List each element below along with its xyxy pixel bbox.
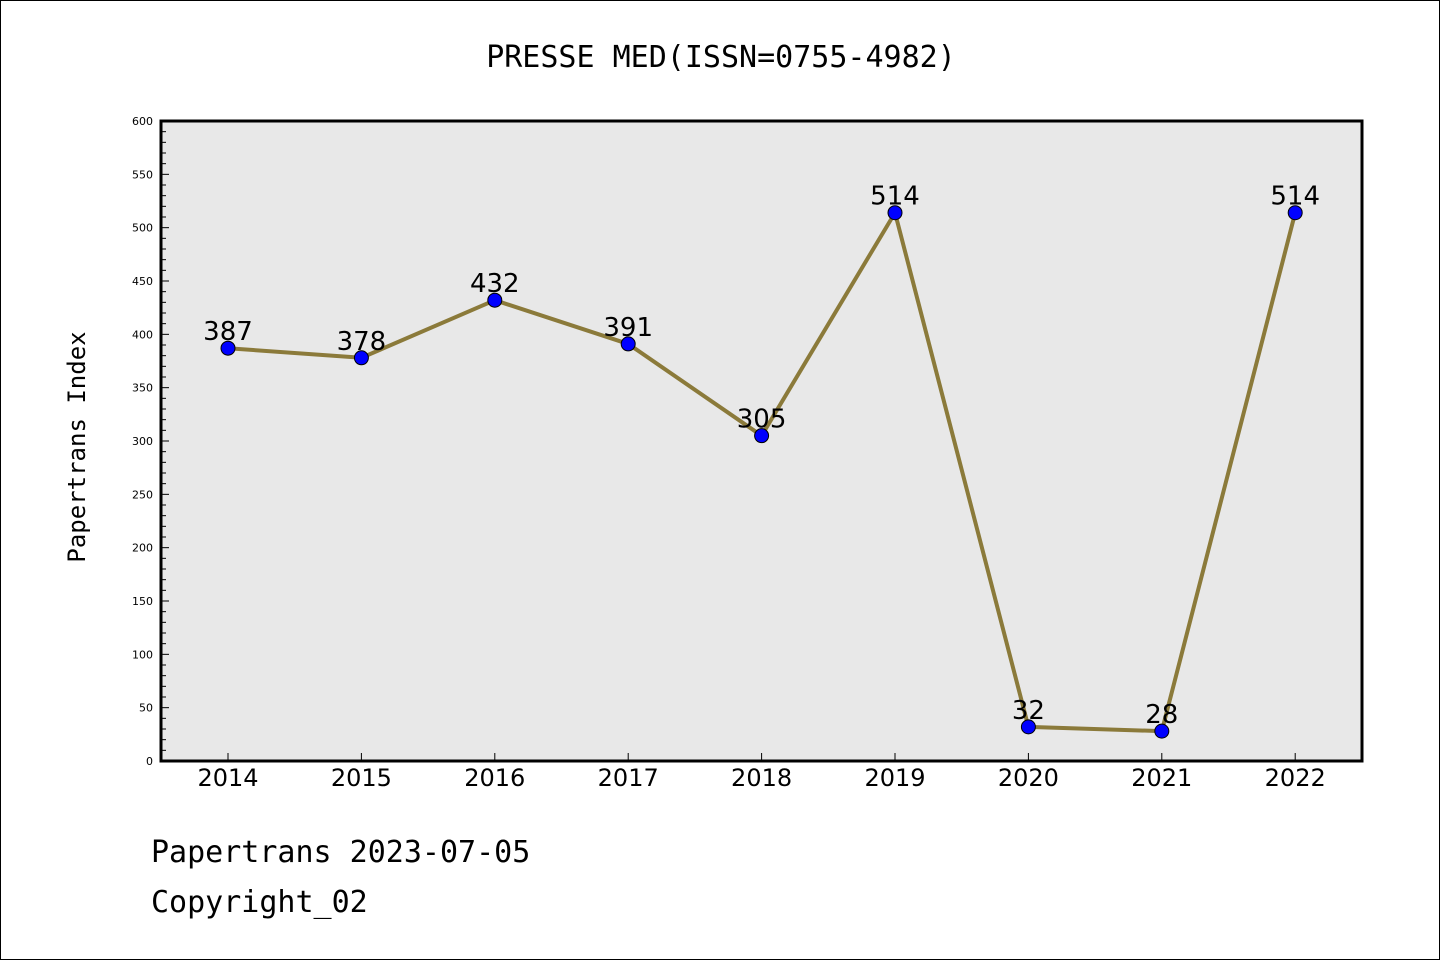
y-tick-label: 250 <box>132 488 153 501</box>
data-point <box>1154 723 1170 739</box>
data-label: 305 <box>737 405 787 435</box>
y-tick-label: 150 <box>132 595 153 608</box>
x-tick-label: 2022 <box>1265 764 1326 792</box>
x-tick-label: 2015 <box>331 764 392 792</box>
data-label: 32 <box>1012 696 1045 726</box>
x-tick-label: 2017 <box>598 764 659 792</box>
data-label: 387 <box>203 317 253 347</box>
x-tick-label: 2016 <box>464 764 525 792</box>
x-tick-label: 2021 <box>1131 764 1192 792</box>
y-tick-label: 600 <box>132 115 153 128</box>
y-tick-label: 500 <box>132 222 153 235</box>
y-tick-label: 50 <box>139 702 153 715</box>
x-axis: 2014 2015 2016 2017 2018 2019 2020 2021 2022 <box>197 753 1326 792</box>
x-tick-label: 2019 <box>864 764 925 792</box>
footer-copyright: Copyright_02 <box>151 885 368 920</box>
footer-date: Papertrans 2023-07-05 <box>151 835 531 870</box>
y-tick-label: 100 <box>132 648 153 661</box>
y-tick-label: 550 <box>132 168 153 181</box>
data-point <box>220 340 236 356</box>
y-tick-label: 400 <box>132 328 153 341</box>
data-label: 28 <box>1145 700 1178 730</box>
y-tick-label: 200 <box>132 542 153 555</box>
data-label: 391 <box>603 313 653 343</box>
data-label: 514 <box>870 182 920 212</box>
y-tick-label: 300 <box>132 435 153 448</box>
series-layer: 387 378 432 391 305 514 32 28 514 <box>203 182 1320 739</box>
data-point <box>620 336 636 352</box>
y-axis-label: Papertrans Index <box>63 331 91 562</box>
data-point <box>887 205 903 221</box>
data-point <box>754 428 770 444</box>
data-label: 378 <box>337 327 387 357</box>
y-tick-label: 450 <box>132 275 153 288</box>
y-tick-label: 0 <box>146 755 153 768</box>
plot-border <box>159 119 1364 763</box>
data-label: 514 <box>1270 182 1320 212</box>
chart-title: PRESSE MED(ISSN=0755-4982) <box>486 40 956 75</box>
y-tick-label: 350 <box>132 382 153 395</box>
data-point <box>353 350 369 366</box>
data-point <box>1287 205 1303 221</box>
x-tick-label: 2014 <box>197 764 258 792</box>
y-axis: 0 50 100 150 200 250 300 350 400 450 500 550 600 <box>132 115 169 768</box>
data-point <box>487 292 503 308</box>
data-point <box>1020 719 1036 735</box>
data-label: 432 <box>470 269 520 299</box>
x-tick-label: 2020 <box>998 764 1059 792</box>
x-tick-label: 2018 <box>731 764 792 792</box>
